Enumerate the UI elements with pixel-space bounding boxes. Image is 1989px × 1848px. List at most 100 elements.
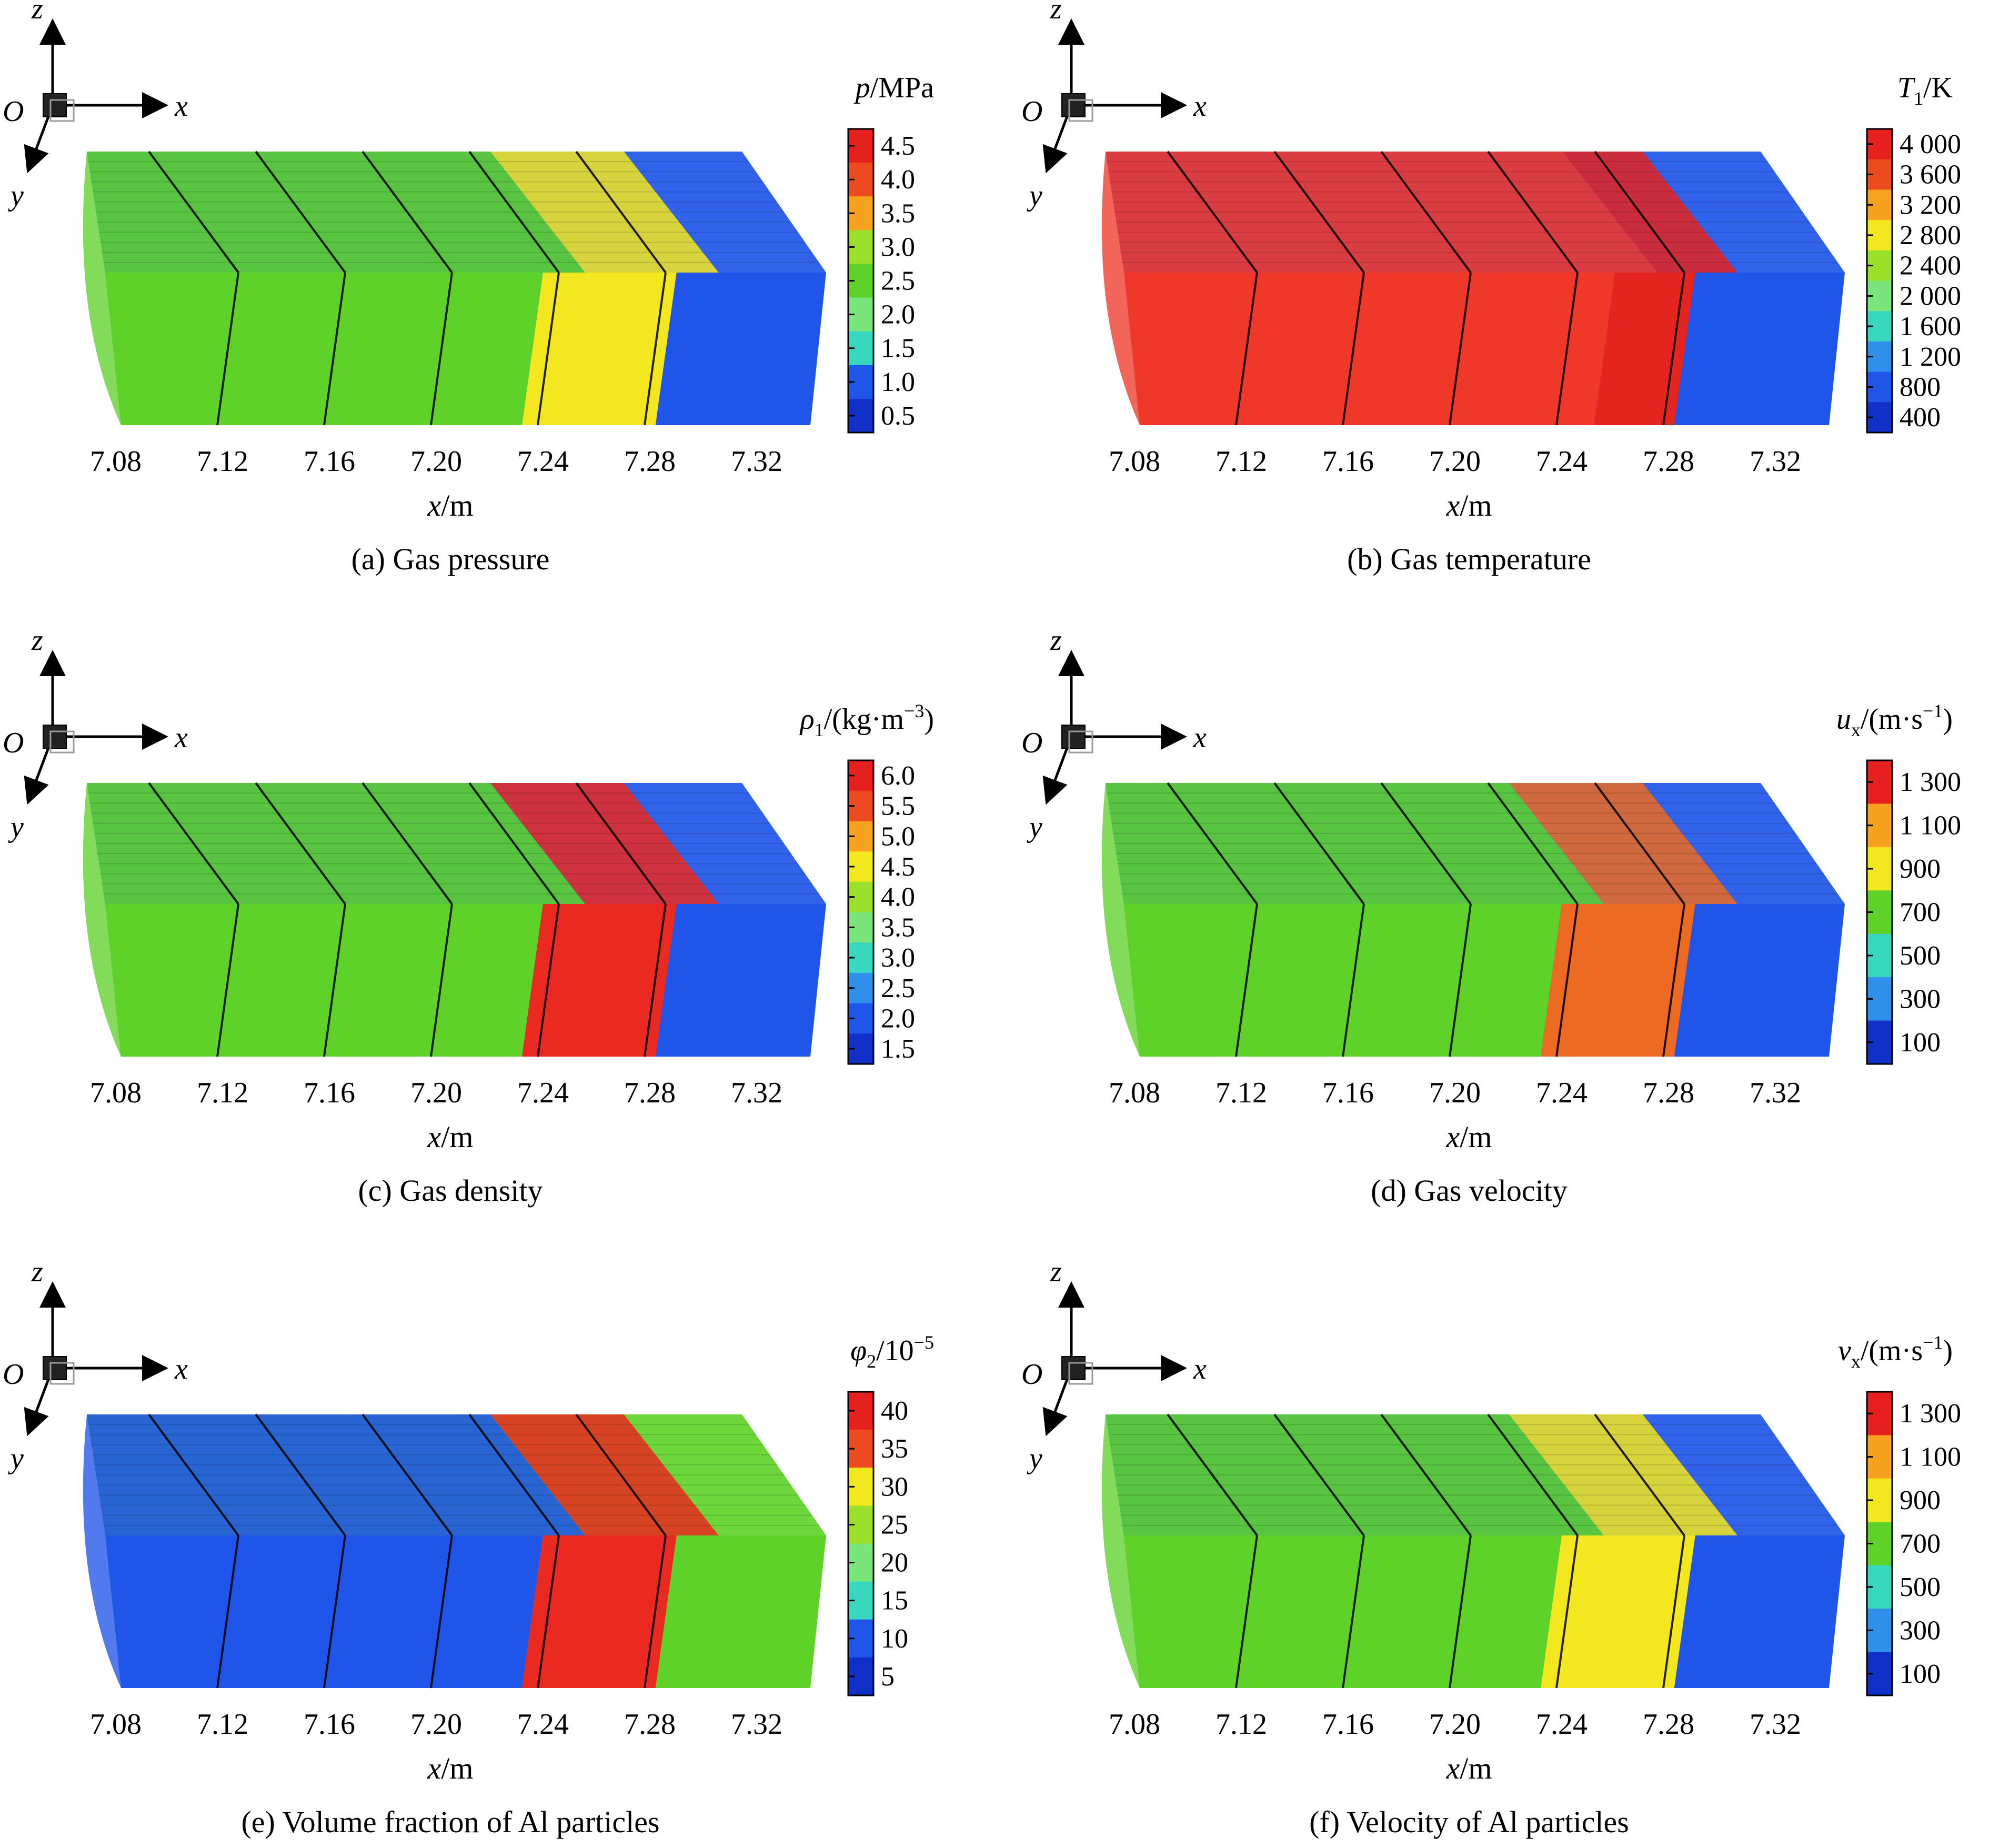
- x-axis-ticks: 7.08 7.12 7.16 7.20 7.24 7.28 7.32: [90, 1708, 782, 1741]
- colorbar-title-var: p: [853, 72, 870, 104]
- segment-line-front: [537, 903, 560, 1057]
- segment-line-top: [1487, 782, 1579, 905]
- colorbar-title-unit: /(m·s: [1861, 1334, 1923, 1367]
- segment-lines: [148, 150, 667, 426]
- x-tick-label: 7.24: [517, 445, 569, 478]
- triad-z-label: z: [1050, 0, 1062, 25]
- colorbar-tick-label: 4 000: [1900, 129, 1961, 159]
- segment-line-front: [216, 903, 239, 1057]
- colorbar-title-var: T: [1897, 72, 1916, 104]
- x-tick-label: 7.08: [90, 1077, 142, 1109]
- segment-line-top: [1273, 150, 1365, 274]
- colorbar-tick-label: 2 000: [1900, 281, 1961, 311]
- x-axis-ticks: 7.08 7.12 7.16 7.20 7.24 7.28 7.32: [1109, 1077, 1801, 1109]
- front-region-peak: [1594, 273, 1695, 425]
- colorbar-title: φ2/10−5: [850, 1332, 934, 1372]
- colorbar-title-unit-sup: −1: [1923, 1332, 1943, 1353]
- colorbar-frame: [847, 759, 875, 1065]
- segment-line-front: [430, 1535, 453, 1689]
- segment-line-front: [537, 1535, 560, 1689]
- colorbar: 6.05.55.04.54.03.53.02.52.01.5: [847, 759, 915, 1065]
- x-axis-label: x/m: [427, 488, 474, 523]
- triad-origin-label: O: [3, 95, 24, 128]
- x-axis-unit: /m: [1460, 1751, 1492, 1785]
- colorbar: 4.5 4.03.5 3.0 2.5 2.0 1.51.0 0.5: [847, 128, 915, 434]
- top-region-peak: [1562, 152, 1737, 273]
- triad-x-label: x: [1193, 1353, 1207, 1385]
- domain-top-face: [1106, 1414, 1845, 1535]
- x-axis-var: x: [427, 1120, 441, 1154]
- colorbar-tick-label: 4.5: [881, 131, 915, 161]
- colorbar-title-unit-sup: −1: [1923, 700, 1943, 721]
- colorbar-tick-label: 900: [1900, 854, 1941, 884]
- panel-caption: (d) Gas velocity: [1371, 1173, 1568, 1208]
- triad-y-label: y: [1027, 179, 1042, 212]
- x-axis-ticks: 7.08 7.12 7.16 7.20 7.24 7.28 7.32: [1109, 1708, 1801, 1741]
- colorbar-title: T1/K: [1897, 72, 1953, 109]
- colorbar-tick-label: 1 100: [1900, 1442, 1961, 1472]
- segment-line-top: [1487, 1413, 1579, 1536]
- front-region-peak: [522, 904, 677, 1057]
- triad-cube-outline: [49, 1362, 75, 1385]
- x-tick-label: 7.28: [624, 1708, 676, 1741]
- top-region-peak: [490, 783, 719, 904]
- colorbar-title: ux/(m·s−1): [1836, 700, 1953, 740]
- triad-origin-label: O: [1021, 727, 1042, 759]
- colorbar-tick-label: 3 200: [1900, 190, 1961, 220]
- colorbar-tick-label: 2 400: [1900, 251, 1961, 281]
- x-tick-label: 7.08: [90, 445, 142, 478]
- panel-caption: (e) Volume fraction of Al particles: [241, 1805, 659, 1839]
- colorbar-title-var: v: [1838, 1334, 1851, 1367]
- colorbar: 1 300 1 100 900 700 500 300 100: [1866, 759, 1961, 1065]
- x-tick-label: 7.32: [731, 445, 782, 478]
- segment-line-front: [644, 903, 667, 1057]
- front-region-behind: [105, 904, 543, 1057]
- x-tick-label: 7.20: [410, 1708, 462, 1741]
- segment-line-front: [644, 272, 667, 426]
- x-axis-ticks: 7.08 7.12 7.16 7.20 7.24 7.28 7.32: [90, 445, 782, 478]
- front-region-peak: [522, 1535, 677, 1688]
- colorbar-title-unit-end: ): [924, 703, 934, 736]
- top-region-peak: [490, 152, 719, 273]
- colorbar-tick-label: 5.0: [881, 821, 915, 851]
- colorbar-title-unit: /(m·s: [1861, 703, 1923, 736]
- triad-cube-outline: [1068, 730, 1093, 754]
- segment-line-front: [1662, 903, 1685, 1057]
- triad-x-label: x: [1193, 721, 1207, 754]
- top-region-behind: [87, 783, 585, 904]
- segment-line-front: [323, 1535, 346, 1689]
- colorbar-title-unit: /MPa: [870, 72, 934, 104]
- segment-line-top: [1380, 1413, 1472, 1536]
- segment-line-front: [430, 903, 453, 1057]
- colorbar-tick-label: 1 200: [1900, 342, 1961, 372]
- colorbar-title-sub: 2: [867, 1351, 876, 1372]
- triad-origin-label: O: [1021, 95, 1042, 128]
- segment-line-front: [1449, 1535, 1472, 1689]
- x-tick-label: 7.32: [1750, 1708, 1801, 1741]
- colorbar-tick-label: 3 600: [1900, 160, 1961, 190]
- colorbar-title-var: φ: [850, 1334, 867, 1367]
- segment-line-top: [148, 1413, 239, 1536]
- domain-end-cap: [1101, 1414, 1140, 1688]
- triad-y-label: y: [1027, 1442, 1042, 1475]
- colorbar-frame: [1866, 1391, 1893, 1696]
- domain-top-face: [87, 152, 826, 273]
- top-region-peak: [1509, 1414, 1737, 1535]
- colorbar-tick-label: 1.5: [881, 1034, 915, 1064]
- segment-line-top: [1380, 150, 1472, 274]
- colorbar-tick-label: 5: [881, 1662, 895, 1692]
- domain-front-face: [105, 904, 826, 1057]
- front-region-behind: [105, 273, 543, 425]
- domain-top-face: [87, 1414, 826, 1535]
- x-tick-label: 7.28: [624, 1077, 676, 1109]
- panel-d: z x y O 7.08 7.12 7.16 7.20 7.24 7.28 7.32 x/m (d) G…: [1021, 624, 1961, 1208]
- top-region-behind: [87, 152, 585, 273]
- segment-line-front: [537, 272, 560, 426]
- segment-line-top: [1167, 1413, 1258, 1536]
- x-tick-label: 7.12: [1216, 445, 1267, 478]
- colorbar-title-unit: /(kg·m: [824, 703, 904, 736]
- colorbar-tick-label: 15: [881, 1586, 908, 1616]
- colorbar-tick-label: 2.0: [881, 1003, 915, 1033]
- segment-line-top: [1487, 150, 1579, 274]
- panel-caption: (a) Gas pressure: [351, 542, 550, 576]
